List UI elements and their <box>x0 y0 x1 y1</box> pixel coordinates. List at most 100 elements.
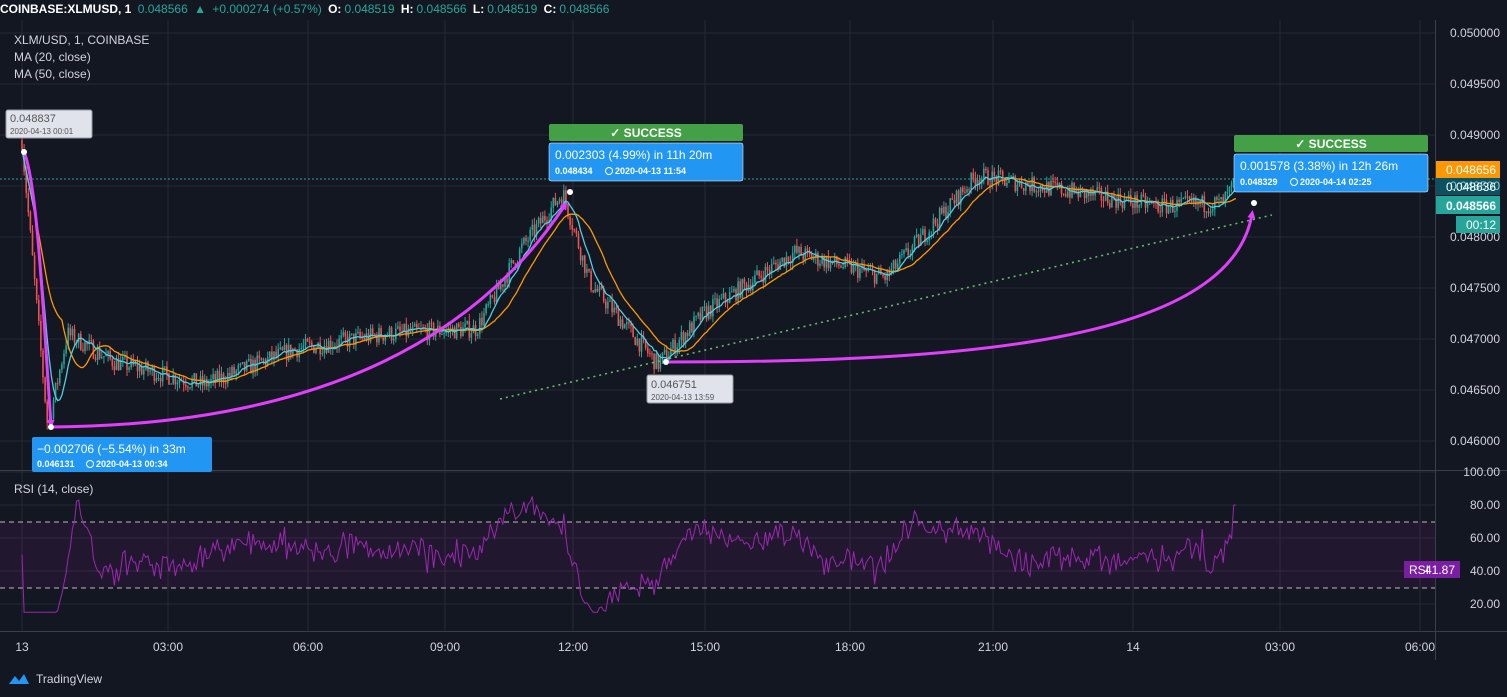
candle-body <box>424 328 426 330</box>
candle-body <box>86 342 88 345</box>
candle-body <box>594 288 597 293</box>
low2-price-label: 0.046751 2020-04-13 13:59 <box>646 374 734 404</box>
candle-body <box>56 382 59 384</box>
candle-body <box>682 332 685 345</box>
candle-body <box>231 366 233 376</box>
time-tick-label: 03:00 <box>153 640 183 654</box>
candle-body <box>590 271 592 291</box>
candle-body <box>703 306 706 308</box>
candle-body <box>985 168 987 171</box>
low2-time: 2020-04-13 13:59 <box>651 393 715 402</box>
price-tick-label: 0.047500 <box>1450 281 1500 295</box>
candle-body <box>938 207 941 228</box>
recovery-measure: 0.001578 (3.38%) in 12h 26m <box>1240 159 1398 173</box>
candle-body <box>491 295 494 298</box>
candle-body <box>770 263 773 273</box>
ma20-tag-value: 0.048636 <box>1446 180 1496 194</box>
candle-body <box>997 170 1000 185</box>
candle-body <box>1146 202 1149 208</box>
candle-body <box>493 297 496 303</box>
tradingview-branding[interactable]: TradingView <box>0 668 102 690</box>
candle-body <box>1195 197 1197 205</box>
candle-body <box>208 382 210 387</box>
candle-body <box>479 317 481 335</box>
candle-body <box>1224 192 1227 205</box>
recovery-time: 2020-04-14 02:25 <box>1300 177 1372 187</box>
candle-body <box>659 358 662 369</box>
candle-body <box>684 332 687 345</box>
candle-body <box>1031 177 1033 192</box>
candle-body <box>644 339 647 348</box>
rsi-axis[interactable]: 100.00 80.00 60.00 40.00 20.00 <box>1463 465 1500 611</box>
candle-body <box>1115 198 1117 208</box>
recovery-arrow[interactable] <box>667 210 1256 364</box>
candle-body <box>1123 198 1126 208</box>
legend-ma20[interactable]: MA (20, close) <box>14 50 91 64</box>
legend-rsi[interactable]: RSI (14, close) <box>14 482 93 496</box>
candle-body <box>317 342 319 349</box>
time-axis[interactable]: 13 03:00 06:00 09:00 12:00 15:00 18:00 21:00 14 0… <box>15 640 1435 654</box>
candle-body <box>565 190 567 204</box>
candle-body <box>88 340 90 345</box>
candle-body <box>628 322 630 324</box>
candle-body <box>300 347 303 350</box>
candle-body <box>840 265 842 268</box>
candle-body <box>260 358 263 361</box>
rally-arrow[interactable] <box>51 201 568 429</box>
candle-body <box>1081 187 1084 189</box>
candle-body <box>115 358 118 371</box>
point-start <box>21 149 27 155</box>
candle-body <box>632 326 634 338</box>
candle-body <box>157 378 160 380</box>
candle-body <box>995 176 998 185</box>
candle-body <box>1004 177 1006 186</box>
candle-body <box>915 234 918 237</box>
candle-body <box>745 283 748 291</box>
candle-body <box>1100 188 1103 201</box>
candle-body <box>579 247 582 261</box>
candle-body <box>233 366 235 375</box>
candle-body <box>1033 177 1035 192</box>
price-tick-label: 0.048000 <box>1450 230 1500 244</box>
candle-body <box>920 234 922 246</box>
drop-arrow[interactable] <box>22 151 55 428</box>
candle-body <box>287 344 290 361</box>
candle-body <box>235 370 237 375</box>
candle-body <box>621 319 624 329</box>
candle-body <box>130 359 132 368</box>
candle-body <box>838 264 840 266</box>
candle-body <box>1111 194 1113 208</box>
time-tick-label: 18:00 <box>835 640 865 654</box>
candle-body <box>884 276 886 281</box>
candle-body <box>512 260 515 264</box>
candle-body <box>974 178 977 185</box>
candle-body <box>1130 195 1132 204</box>
price-axis[interactable]: 0.050000 0.049500 0.049000 0.048500 0.048000… <box>1450 26 1500 448</box>
candle-body <box>539 217 542 224</box>
candle-body <box>92 340 95 359</box>
time-tick-label: 12:00 <box>558 640 588 654</box>
low2-price: 0.046751 <box>651 379 697 391</box>
trend-line[interactable] <box>499 214 1273 400</box>
time-tick-label: 15:00 <box>690 640 720 654</box>
candle-body <box>1064 194 1067 197</box>
candle-body <box>943 206 945 214</box>
legend-ma50[interactable]: MA (50, close) <box>14 67 91 81</box>
candle-body <box>140 365 143 375</box>
candle-body <box>279 347 282 349</box>
candle-body <box>1025 182 1027 191</box>
candle-body <box>892 260 895 269</box>
ma50-price-tag: 0.048656 <box>1436 161 1500 178</box>
candle-body <box>1148 202 1151 204</box>
candle-body <box>577 233 580 248</box>
symbol-name[interactable]: COINBASE:XLMUSD, 1 <box>0 2 132 16</box>
candle-body <box>605 301 607 309</box>
candle-body <box>1174 210 1176 213</box>
candle-body <box>527 240 529 242</box>
candle-body <box>836 256 838 265</box>
candle-body <box>96 347 99 361</box>
candle-body <box>434 332 437 337</box>
candle-body <box>810 253 813 260</box>
price-tick-label: 0.049500 <box>1450 77 1500 91</box>
